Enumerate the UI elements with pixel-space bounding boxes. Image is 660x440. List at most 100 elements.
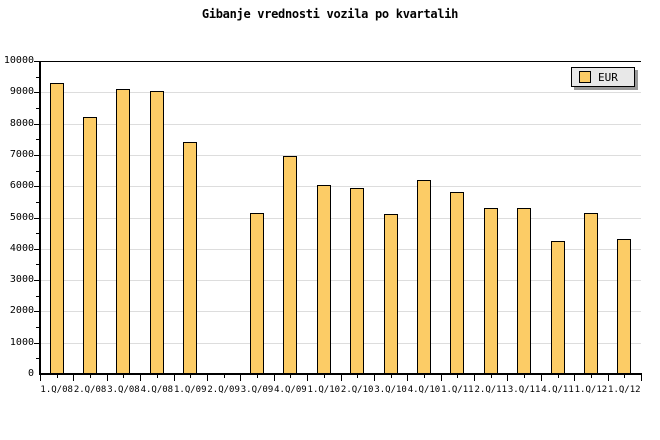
- x-tick-label: 1.Q/09: [173, 385, 207, 395]
- y-major-tick: [34, 311, 39, 313]
- bar: [583, 212, 598, 374]
- x-minor-tick: [156, 375, 158, 378]
- x-major-tick: [273, 375, 275, 381]
- gridline: [40, 186, 641, 188]
- gridline: [40, 248, 641, 250]
- bar: [550, 240, 565, 374]
- y-minor-tick: [36, 327, 39, 329]
- bar: [450, 192, 465, 374]
- y-tick-label: 5000: [9, 211, 34, 223]
- x-tick-label: 1.Q/08: [40, 385, 73, 395]
- plot-area: [40, 61, 641, 374]
- legend: EUR: [571, 67, 635, 87]
- x-major-tick: [607, 375, 609, 381]
- x-minor-tick: [557, 375, 559, 378]
- x-tick-label: 1.Q/12: [574, 385, 608, 395]
- y-major-tick: [34, 123, 39, 125]
- bar: [383, 214, 398, 374]
- x-major-tick: [206, 375, 208, 381]
- x-minor-tick: [357, 375, 359, 378]
- x-tick-label: 3.Q/10: [374, 385, 407, 395]
- y-minor-tick: [36, 264, 39, 266]
- x-minor-tick: [257, 375, 259, 378]
- y-major-tick: [34, 61, 39, 62]
- chart-title: Gibanje vrednosti vozila po kvartalih: [201, 7, 459, 21]
- y-tick-label: 7000: [9, 148, 34, 160]
- bar: [350, 187, 365, 374]
- y-tick-label: 3000: [9, 274, 34, 286]
- x-major-tick: [307, 375, 309, 381]
- x-tick-label: 3.Q/08: [107, 385, 140, 395]
- x-minor-tick: [56, 375, 58, 378]
- y-axis-line: [39, 61, 41, 374]
- x-minor-tick: [390, 375, 392, 378]
- y-minor-tick: [36, 201, 39, 203]
- y-major-tick: [34, 92, 39, 94]
- y-tick-label: 4000: [9, 242, 34, 254]
- x-major-tick: [507, 375, 509, 381]
- y-minor-tick: [36, 107, 39, 109]
- x-major-tick: [73, 375, 75, 381]
- bar: [83, 117, 98, 374]
- x-major-tick: [641, 375, 642, 381]
- bar: [250, 212, 265, 374]
- x-tick-label: 1.Q/11: [441, 385, 474, 395]
- x-tick-label: 3.Q/09: [240, 385, 274, 395]
- gridline: [40, 342, 641, 344]
- bar: [283, 156, 298, 374]
- bar: [49, 82, 64, 374]
- gridline: [40, 280, 641, 282]
- gridline: [40, 154, 641, 156]
- x-major-tick: [340, 375, 342, 381]
- x-tick-label: 4.Q/09: [274, 385, 307, 395]
- x-major-tick: [240, 375, 242, 381]
- x-major-tick: [540, 375, 542, 381]
- x-major-tick: [574, 375, 576, 381]
- gridline: [40, 92, 641, 94]
- x-major-tick: [40, 375, 41, 381]
- y-major-tick: [34, 154, 39, 156]
- x-minor-tick: [590, 375, 592, 378]
- x-minor-tick: [223, 375, 225, 378]
- y-tick-label: 1000: [9, 336, 34, 348]
- x-tick-label: 2.Q/09: [207, 385, 240, 395]
- x-major-tick: [373, 375, 375, 381]
- y-tick-label: 2000: [9, 305, 34, 317]
- bar: [517, 208, 532, 374]
- y-tick-label: 9000: [9, 86, 34, 98]
- x-minor-tick: [457, 375, 459, 378]
- y-major-tick: [34, 280, 39, 282]
- y-tick-label: 8000: [9, 117, 34, 129]
- y-tick-label: 0: [27, 368, 34, 379]
- y-minor-tick: [36, 76, 39, 78]
- y-minor-tick: [36, 139, 39, 141]
- x-minor-tick: [624, 375, 626, 378]
- y-minor-tick: [36, 233, 39, 235]
- gridline: [40, 217, 641, 219]
- y-major-tick: [34, 186, 39, 188]
- x-major-tick: [173, 375, 175, 381]
- x-tick-label: 1.Q/10: [307, 385, 341, 395]
- x-tick-label: 4.Q/08: [140, 385, 174, 395]
- y-minor-tick: [36, 358, 39, 360]
- y-major-tick: [34, 217, 39, 219]
- y-minor-tick: [36, 295, 39, 297]
- x-tick-label: 4.Q/10: [407, 385, 441, 395]
- bar: [483, 208, 498, 374]
- x-tick-label: 1.Q/12: [608, 385, 641, 395]
- x-major-tick: [407, 375, 409, 381]
- plot-top-border: [39, 61, 641, 62]
- y-tick-label: 10000: [3, 55, 34, 66]
- bar: [617, 239, 632, 374]
- x-major-tick: [140, 375, 142, 381]
- gridline: [40, 123, 641, 125]
- x-tick-label: 3.Q/11: [507, 385, 541, 395]
- gridline: [40, 311, 641, 313]
- legend-swatch-icon: [579, 71, 591, 83]
- x-minor-tick: [490, 375, 492, 378]
- bar: [183, 142, 198, 374]
- x-tick-label: 2.Q/11: [474, 385, 507, 395]
- y-tick-label: 6000: [9, 180, 34, 192]
- legend-label: EUR: [598, 70, 618, 84]
